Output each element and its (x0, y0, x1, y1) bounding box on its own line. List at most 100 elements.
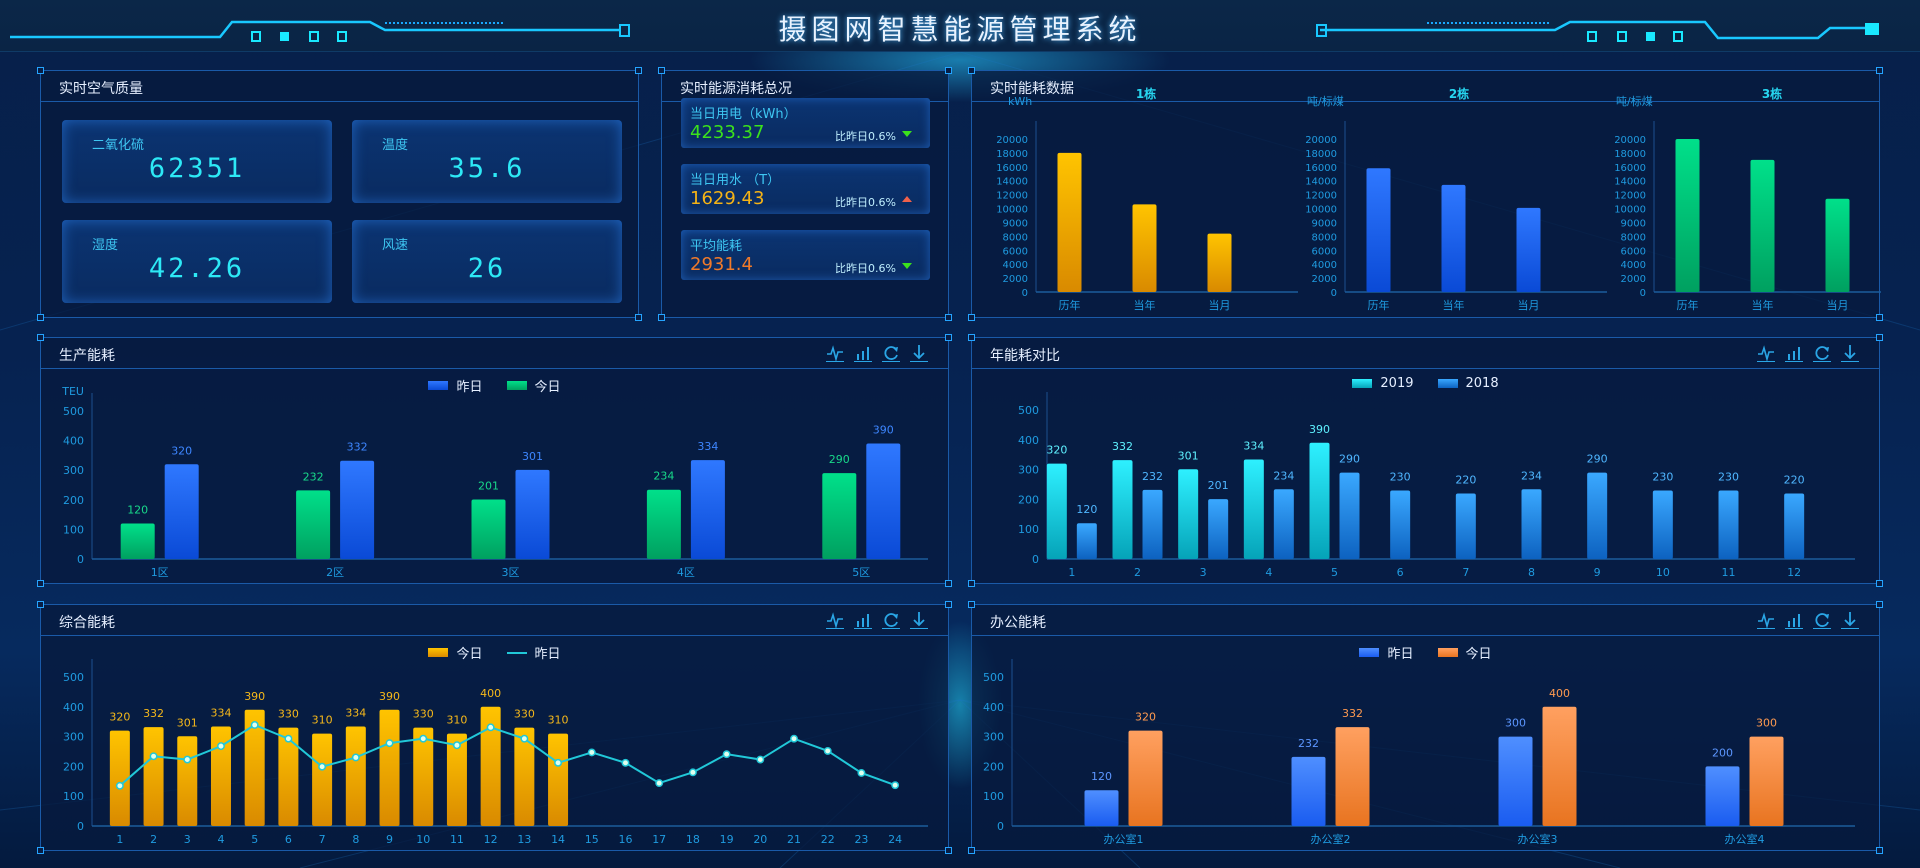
refresh-icon[interactable] (882, 611, 900, 629)
bar[interactable] (1178, 469, 1199, 559)
bar-chart-icon[interactable] (1785, 344, 1803, 362)
legend-item[interactable]: 今日 (428, 643, 483, 662)
bar[interactable] (1705, 766, 1740, 826)
line-point[interactable] (351, 753, 360, 762)
bar[interactable] (1309, 442, 1330, 559)
legend-item[interactable]: 昨日 (506, 643, 561, 662)
bar-chart-icon[interactable] (1785, 611, 1803, 629)
line-point[interactable] (183, 755, 192, 764)
bar[interactable] (177, 736, 198, 826)
bar[interactable] (1128, 730, 1163, 826)
bar[interactable] (1749, 736, 1784, 826)
bar[interactable] (164, 464, 199, 559)
bar[interactable] (1076, 523, 1097, 559)
bar[interactable] (340, 460, 375, 559)
bar[interactable] (1587, 472, 1608, 559)
bar[interactable] (1390, 490, 1411, 559)
bar[interactable] (1112, 460, 1133, 559)
bar[interactable] (1142, 489, 1163, 559)
refresh-icon[interactable] (1813, 611, 1831, 629)
bar[interactable] (413, 727, 434, 826)
bar[interactable] (646, 489, 681, 559)
bar[interactable] (1208, 499, 1229, 559)
legend-item[interactable]: 今日 (1437, 643, 1492, 662)
line-point[interactable] (419, 734, 428, 743)
bar[interactable] (1455, 493, 1476, 559)
line-point[interactable] (655, 779, 664, 788)
line-chart-icon[interactable] (826, 344, 844, 362)
legend-item[interactable]: 2019 (1352, 376, 1414, 391)
legend-item[interactable]: 2018 (1437, 376, 1499, 391)
bar[interactable] (690, 460, 725, 559)
bar[interactable] (210, 726, 231, 826)
bar[interactable] (345, 726, 366, 826)
bar[interactable] (1207, 233, 1232, 292)
bar[interactable] (446, 733, 467, 826)
line-chart-icon[interactable] (826, 611, 844, 629)
line-point[interactable] (722, 750, 731, 759)
bar[interactable] (1335, 727, 1370, 826)
bar[interactable] (1084, 790, 1119, 826)
bar[interactable] (1675, 139, 1700, 292)
line-point[interactable] (790, 734, 798, 743)
line-point[interactable] (756, 755, 765, 764)
line-chart-icon[interactable] (1757, 344, 1775, 362)
line-chart-icon[interactable] (1757, 611, 1775, 629)
bar[interactable] (515, 469, 550, 559)
line-point[interactable] (891, 781, 900, 790)
download-icon[interactable] (1841, 344, 1859, 362)
bar[interactable] (1750, 159, 1775, 292)
bar[interactable] (1498, 736, 1533, 826)
legend-item[interactable]: 今日 (506, 376, 561, 395)
bar[interactable] (1542, 706, 1577, 826)
bar[interactable] (514, 727, 535, 826)
line-point[interactable] (115, 781, 124, 790)
legend-item[interactable]: 昨日 (428, 376, 483, 395)
line-point[interactable] (587, 748, 596, 757)
refresh-icon[interactable] (882, 344, 900, 362)
bar[interactable] (109, 730, 130, 826)
line-point[interactable] (149, 752, 158, 761)
line-point[interactable] (284, 734, 293, 743)
bar[interactable] (822, 473, 857, 559)
refresh-icon[interactable] (1813, 344, 1831, 362)
line-point[interactable] (857, 769, 866, 777)
bar[interactable] (1516, 207, 1541, 292)
bar-chart-icon[interactable] (854, 344, 872, 362)
bar[interactable] (1339, 472, 1360, 559)
line-point[interactable] (385, 739, 394, 748)
line-point[interactable] (452, 741, 461, 750)
bar[interactable] (278, 727, 299, 826)
line-point[interactable] (621, 758, 630, 767)
bar[interactable] (1132, 204, 1157, 292)
bar[interactable] (1243, 459, 1264, 559)
bar[interactable] (120, 523, 155, 559)
bar[interactable] (296, 490, 331, 559)
line-point[interactable] (250, 721, 259, 729)
line-point[interactable] (318, 762, 327, 771)
bar[interactable] (1784, 493, 1805, 559)
bar[interactable] (471, 499, 506, 559)
download-icon[interactable] (910, 611, 928, 629)
bar[interactable] (1366, 168, 1391, 292)
bar[interactable] (1825, 198, 1850, 292)
line-point[interactable] (520, 734, 529, 743)
line-point[interactable] (554, 758, 563, 767)
line-point[interactable] (688, 768, 697, 777)
bar[interactable] (1046, 463, 1067, 559)
bar-chart-icon[interactable] (854, 611, 872, 629)
bar[interactable] (379, 709, 400, 826)
bar[interactable] (312, 733, 333, 826)
bar[interactable] (1291, 756, 1326, 826)
bar[interactable] (1718, 490, 1739, 559)
bar[interactable] (1273, 489, 1294, 559)
bar[interactable] (244, 709, 265, 826)
bar[interactable] (143, 727, 164, 826)
line-point[interactable] (823, 746, 832, 755)
line-point[interactable] (217, 742, 225, 751)
bar[interactable] (1057, 152, 1082, 292)
line-point[interactable] (486, 723, 495, 732)
bar[interactable] (480, 706, 501, 826)
download-icon[interactable] (910, 344, 928, 362)
legend-item[interactable]: 昨日 (1359, 643, 1414, 662)
